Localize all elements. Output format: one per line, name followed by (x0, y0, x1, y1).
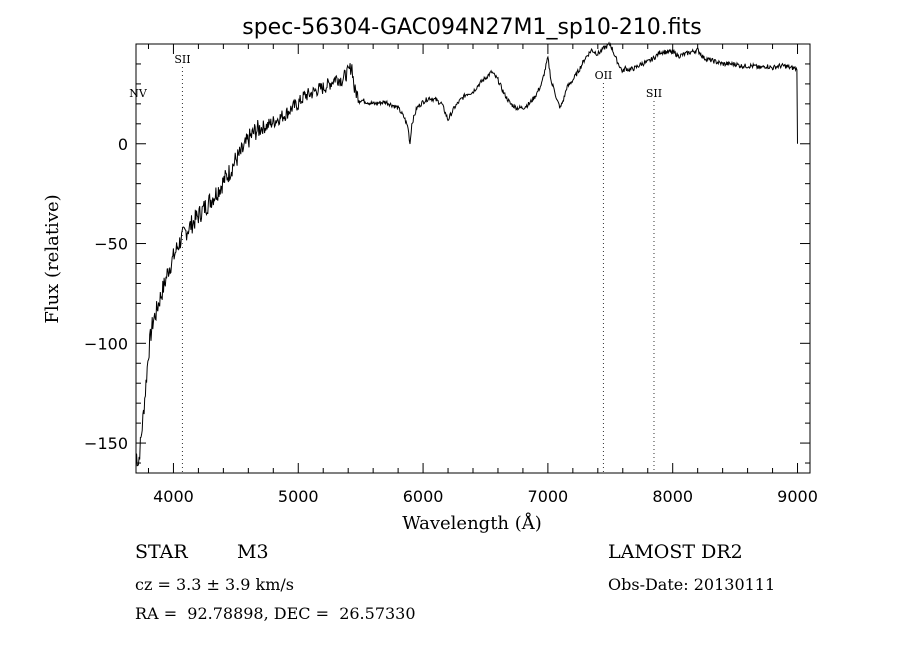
line-marker-label: NV (129, 87, 148, 100)
x-tick-label: 8000 (652, 487, 693, 506)
y-tick-label: −50 (94, 235, 128, 254)
line-marker-label: SII (646, 87, 662, 100)
sky-coordinates: RA = 92.78898, DEC = 26.57330 (135, 604, 416, 623)
observation-date: Obs-Date: 20130111 (608, 575, 776, 594)
axis-ticks: 4000 5000 6000 7000 8000 9000 0 −50 −100 −150 (84, 43, 818, 506)
line-marker-label: OII (595, 69, 613, 82)
x-axis-label: Wavelength (Å) (402, 512, 542, 534)
y-axis-label: Flux (relative) (42, 194, 63, 323)
x-tick-label: 5000 (278, 487, 319, 506)
survey-name: LAMOST DR2 (608, 541, 743, 563)
redshift-cz: cz = 3.3 ± 3.9 km/s (135, 575, 294, 594)
x-tick-label: 9000 (777, 487, 818, 506)
y-tick-label: −150 (84, 434, 128, 453)
object-class: STAR (135, 541, 188, 563)
line-marker-label: SII (174, 53, 190, 66)
plot-frame (135, 43, 811, 474)
emission-line-markers: NV SII OII SII (129, 53, 662, 473)
chart-title: spec-56304-GAC094N27M1_sp10-210.fits (242, 15, 702, 40)
x-tick-label: 4000 (153, 487, 194, 506)
spectrum-line (135, 41, 798, 467)
x-tick-label: 6000 (403, 487, 444, 506)
object-subclass: M3 (237, 541, 269, 563)
y-tick-label: −100 (84, 334, 128, 353)
y-tick-label: 0 (118, 135, 128, 154)
x-tick-label: 7000 (528, 487, 569, 506)
